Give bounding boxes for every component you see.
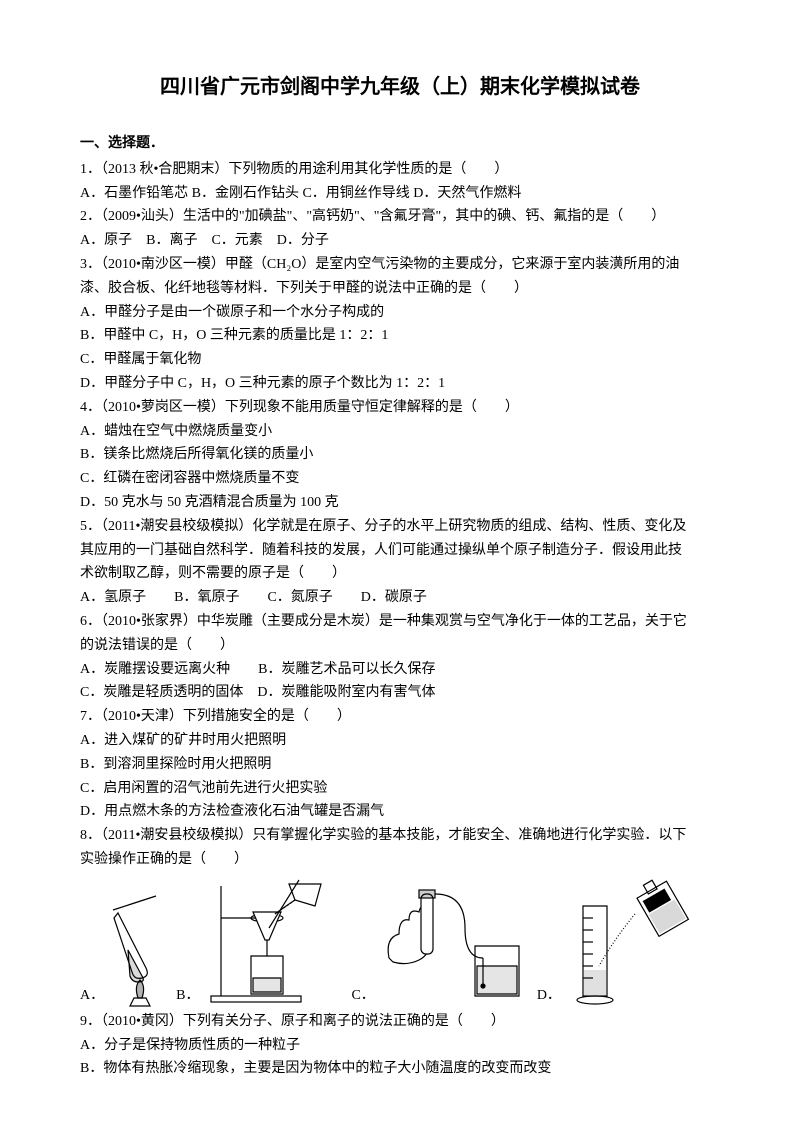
q7-a: A．进入煤矿的矿井时用火把照明	[80, 729, 720, 753]
q2-options: A．原子 B．离子 C．元素 D．分子	[80, 229, 720, 253]
q3-a: A．甲醛分子是由一个碳原子和一个水分子构成的	[80, 301, 720, 325]
q7-c: C．启用闲置的沼气池前先进行火把实验	[80, 777, 720, 801]
q4-stem: 4．（2010•萝岗区一模）下列现象不能用质量守恒定律解释的是（ ）	[80, 396, 720, 420]
q3-d: D．甲醛分子中 C，H，O 三种元素的原子个数比为 1：2：1	[80, 372, 720, 396]
q8-stem-2: 实验操作正确的是（ ）	[80, 848, 720, 872]
q8-label-b: B．	[176, 984, 199, 1008]
q8-label-a: A．	[80, 984, 104, 1008]
q6-stem-2: 的说法错误的是（ ）	[80, 634, 720, 658]
q9-b: B．物体有热胀冷缩现象，主要是因为物体中的粒子大小随温度的改变而改变	[80, 1057, 720, 1081]
q5-stem-1: 5．（2011•潮安县校级模拟）化学就是在原子、分子的水平上研究物质的组成、结构…	[80, 515, 720, 539]
q8-fig-c-group: C．	[351, 888, 528, 1008]
q8-fig-c-icon	[379, 888, 529, 1008]
q8-label-c: C．	[351, 984, 374, 1008]
exam-page: 四川省广元市剑阁中学九年级（上）期末化学模拟试卷 一、选择题． 1．（2013 …	[0, 0, 800, 1121]
q4-c: C．红磷在密闭容器中燃烧质量不变	[80, 467, 720, 491]
q6-line-1: A．炭雕摆设要远离火种 B．炭雕艺术品可以长久保存	[80, 658, 720, 682]
q3-b: B．甲醛中 C，H，O 三种元素的质量比是 1：2：1	[80, 324, 720, 348]
q7-d: D．用点燃木条的方法检查液化石油气罐是否漏气	[80, 800, 720, 824]
q2-stem: 2．（2009•汕头）生活中的"加碘盐"、"高钙奶"、"含氟牙膏"，其中的碘、钙…	[80, 205, 720, 229]
q7-stem: 7．（2010•天津）下列措施安全的是（ ）	[80, 705, 720, 729]
q6-stem-1: 6．（2010•张家界）中华炭雕（主要成分是木炭）是一种集观赏与空气净化于一体的…	[80, 610, 720, 634]
q5-stem-2: 其应用的一门基础自然科学．随着科技的发展，人们可能通过操纵单个原子制造分子．假设…	[80, 539, 720, 563]
q4-d: D．50 克水与 50 克酒精混合质量为 100 克	[80, 491, 720, 515]
page-title: 四川省广元市剑阁中学九年级（上）期末化学模拟试卷	[80, 70, 720, 104]
q9-stem: 9．（2010•黄冈）下列有关分子、原子和离子的说法正确的是（ ）	[80, 1010, 720, 1034]
q1-options: A．石墨作铅笔芯 B．金刚石作钻头 C．用铜丝作导线 D．天然气作燃料	[80, 182, 720, 206]
q8-fig-b-icon	[203, 878, 343, 1008]
q8-fig-a-icon	[108, 888, 168, 1008]
section-1-header: 一、选择题．	[80, 132, 720, 156]
q9-a: A．分子是保持物质性质的一种粒子	[80, 1034, 720, 1058]
q5-options: A．氢原子 B．氧原子 C．氮原子 D．碳原子	[80, 586, 720, 610]
q1-stem: 1．（2013 秋•合肥期末）下列物质的用途利用其化学性质的是（ ）	[80, 158, 720, 182]
q8-label-d: D．	[537, 984, 561, 1008]
q7-b: B．到溶洞里探险时用火把照明	[80, 753, 720, 777]
q8-figures: A． B．	[80, 878, 720, 1008]
q8-fig-d-group: D．	[537, 878, 695, 1008]
q4-a: A．蜡烛在空气中燃烧质量变小	[80, 420, 720, 444]
q3-stem-2: 漆、胶合板、化纤地毯等材料．下列关于甲醛的说法中正确的是（ ）	[80, 277, 720, 301]
q8-fig-b-group: B．	[176, 878, 343, 1008]
q8-fig-a-group: A．	[80, 888, 168, 1008]
q5-stem-3: 术欲制取乙醇，则不需要的原子是（ ）	[80, 562, 720, 586]
q3-c: C．甲醛属于氧化物	[80, 348, 720, 372]
q4-b: B．镁条比燃烧后所得氧化镁的质量小	[80, 443, 720, 467]
q3-stem-1: 3．（2010•南沙区一模）甲醛（CH₂O）是室内空气污染物的主要成分，它来源于…	[80, 253, 720, 277]
q8-fig-d-icon	[565, 878, 695, 1008]
q6-line-2: C．炭雕是轻质透明的固体 D．炭雕能吸附室内有害气体	[80, 681, 720, 705]
q8-stem-1: 8．（2011•潮安县校级模拟）只有掌握化学实验的基本技能，才能安全、准确地进行…	[80, 824, 720, 848]
